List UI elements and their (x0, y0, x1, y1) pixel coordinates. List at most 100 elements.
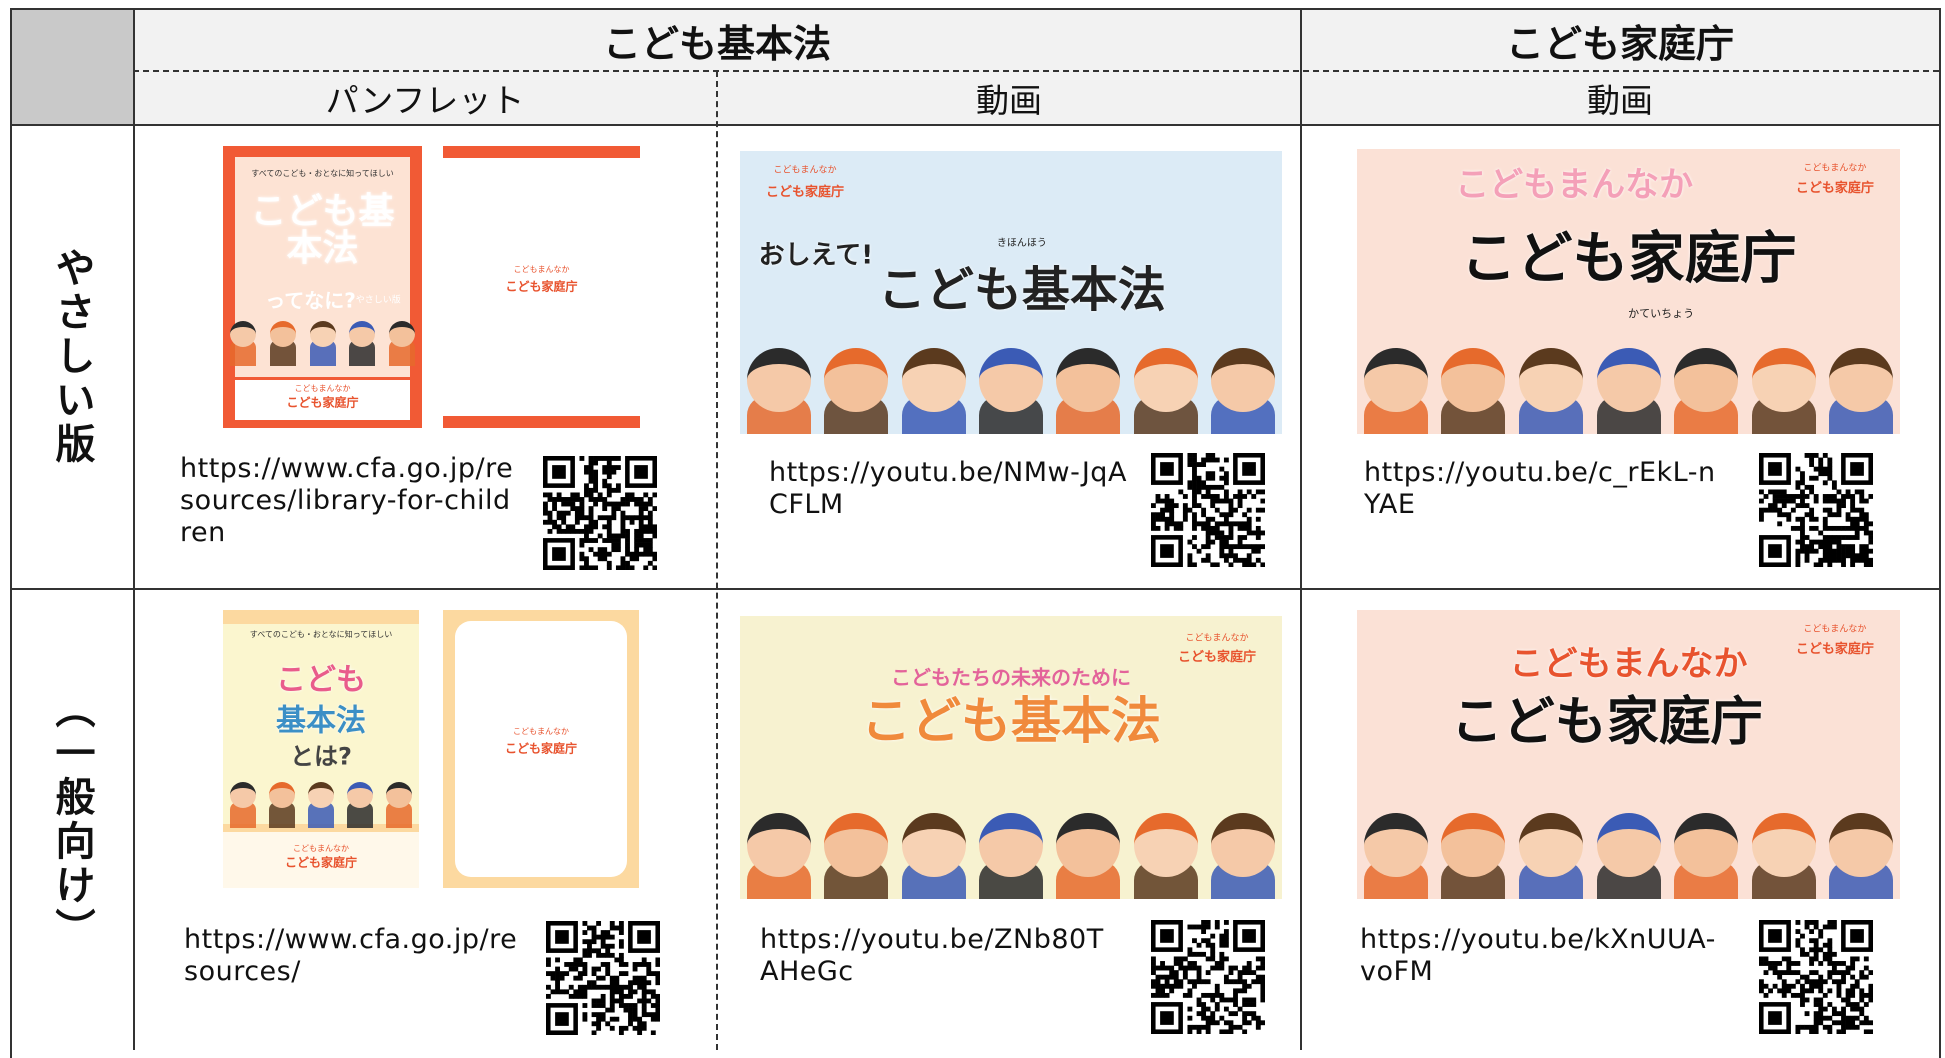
thumbnail: こどもまんなかこども家庭庁おしえて! きほんほうこども基本法 (740, 151, 1282, 434)
thumbnail-text: こどもまんなか (773, 165, 837, 176)
thumbnail-text: かていちょう (1628, 307, 1695, 321)
border (10, 8, 1941, 1058)
url-text: https://youtu.be/c_rEkL-nYAE (1364, 457, 1716, 520)
url-text: https://youtu.be/NMw-JqACFLM (769, 457, 1127, 520)
thumbnail: こどもまんなか こども家庭庁 こどもまんなか こども家庭庁 かていちょう (1357, 149, 1900, 434)
figure (901, 812, 966, 877)
url-text: https://www.cfa.go.jp/resources/library-… (180, 453, 514, 548)
row-label: （一般向け） (48, 687, 95, 952)
dashed-border (133, 70, 1939, 72)
figure (1596, 812, 1661, 877)
thumbnail-text: こども家庭庁 (1795, 181, 1874, 197)
figure (308, 782, 334, 809)
figure (1441, 347, 1506, 412)
figure (746, 347, 811, 412)
thumbnail-text: こども家庭庁 (505, 279, 578, 294)
sub-header: パンフレット (325, 81, 525, 120)
figure (1674, 347, 1739, 412)
figure (1674, 812, 1739, 877)
thumbnail-text: こども家庭庁 (1450, 692, 1763, 753)
header-bg (133, 10, 1939, 125)
qr-graphic (1759, 920, 1874, 1035)
border (10, 124, 1941, 126)
figure (901, 347, 966, 412)
row-label: やさしい版 (48, 247, 95, 467)
figure (229, 320, 256, 347)
corner-cell (10, 10, 133, 125)
thumbnail-text: こどもまんなか (1185, 632, 1249, 643)
thumbnail-text: やさしい版 (355, 295, 401, 306)
thumbnail-text: こども家庭庁 (1795, 642, 1874, 658)
thumbnail-text: こども基本法 (861, 691, 1161, 750)
thumbnail-text: きほんほう (996, 238, 1047, 250)
thumbnail: すべてのこども・おとなに知ってほしい こども基本法 ってなに? やさしい版 こどもまんな… (223, 146, 422, 428)
thumbnail-text: こども家庭庁 (1177, 650, 1256, 666)
figure (1596, 347, 1661, 412)
thumbnail-text: こどもまんなか (513, 264, 570, 274)
thumbnail-text: こども家庭庁 (284, 855, 358, 870)
thumbnail-text: こどもまんなか (1455, 165, 1694, 206)
qr-code (1151, 920, 1266, 1035)
figure (1133, 347, 1198, 412)
thumbnail-text: こども基本法 (877, 261, 1166, 318)
figure (746, 812, 811, 877)
figure (1056, 347, 1121, 412)
border (10, 588, 1941, 590)
thumbnail: こどもまんなか こども家庭庁 こどもまんなか こども家庭庁 (1357, 610, 1900, 899)
thumbnail: こどもまんなかこども家庭庁 (443, 610, 639, 888)
figure (268, 782, 295, 809)
thumbnail-text: こどもたちの未来のために (891, 665, 1131, 690)
thumbnail-text: こどもまんなか (1803, 163, 1867, 174)
qr-graphic (1151, 453, 1266, 568)
figure (1211, 347, 1276, 412)
thumbnail-text: こども基本法 (250, 190, 395, 270)
figure (386, 782, 413, 809)
figure (1829, 812, 1894, 877)
thumbnail: こどもまんなかこども家庭庁こどもたちの未来のために こども基本法 (740, 616, 1282, 899)
thumbnail-text: こども家庭庁 (1460, 226, 1797, 292)
thumbnail: こどもまんなかこども家庭庁 (443, 146, 640, 428)
figure (1518, 812, 1583, 877)
url-text: https://youtu.be/ZNb80TAHeGc (760, 924, 1104, 987)
thumbnail-text: こどもまんなか (1509, 644, 1748, 685)
decor (443, 146, 640, 158)
decor (443, 416, 640, 428)
figure (1751, 347, 1816, 412)
thumbnail-text: すべてのこども・おとなに知ってほしい (251, 168, 394, 178)
figure (824, 812, 889, 877)
qr-code (543, 456, 658, 571)
figure (309, 320, 336, 347)
figure (349, 320, 376, 347)
figure (1211, 812, 1276, 877)
qr-code (1759, 453, 1874, 568)
decor (234, 380, 411, 420)
thumbnail-text: こども (276, 661, 366, 697)
thumbnail-text: こども家庭庁 (766, 185, 845, 201)
qr-code (1151, 453, 1266, 568)
figure (979, 812, 1043, 877)
qr-graphic (546, 921, 661, 1036)
thumbnail: すべてのこども・おとなに知ってほしい こども 基本法 とは? こどもまんなか こども家庭庁 (223, 610, 419, 888)
figure (979, 347, 1043, 412)
thumbnail-text: すべてのこども・おとなに知ってほしい (249, 629, 393, 639)
figure (229, 782, 256, 809)
thumbnail-text: こどもまんなか (294, 383, 351, 393)
thumbnail-text: おしえて! (758, 240, 874, 271)
thumbnail-text: こどもまんなか (513, 727, 569, 737)
sub-header: 動画 (976, 81, 1042, 120)
figure (1363, 812, 1428, 877)
figure (347, 782, 374, 809)
thumbnail-text: こども家庭庁 (286, 395, 359, 410)
thumbnail-text: こども家庭庁 (504, 741, 578, 756)
thumbnail-text: こどもまんなか (1803, 624, 1867, 635)
figure (269, 320, 296, 347)
url-text: https://youtu.be/kXnUUA-voFM (1360, 924, 1716, 987)
figure (389, 320, 416, 347)
figure (1751, 812, 1816, 877)
thumbnail-text: とは? (290, 742, 352, 771)
thumbnail-text: こどもまんなか (293, 843, 349, 853)
qr-graphic (543, 456, 658, 571)
group-header: こども家庭庁 (1505, 22, 1734, 66)
decor (223, 832, 419, 888)
